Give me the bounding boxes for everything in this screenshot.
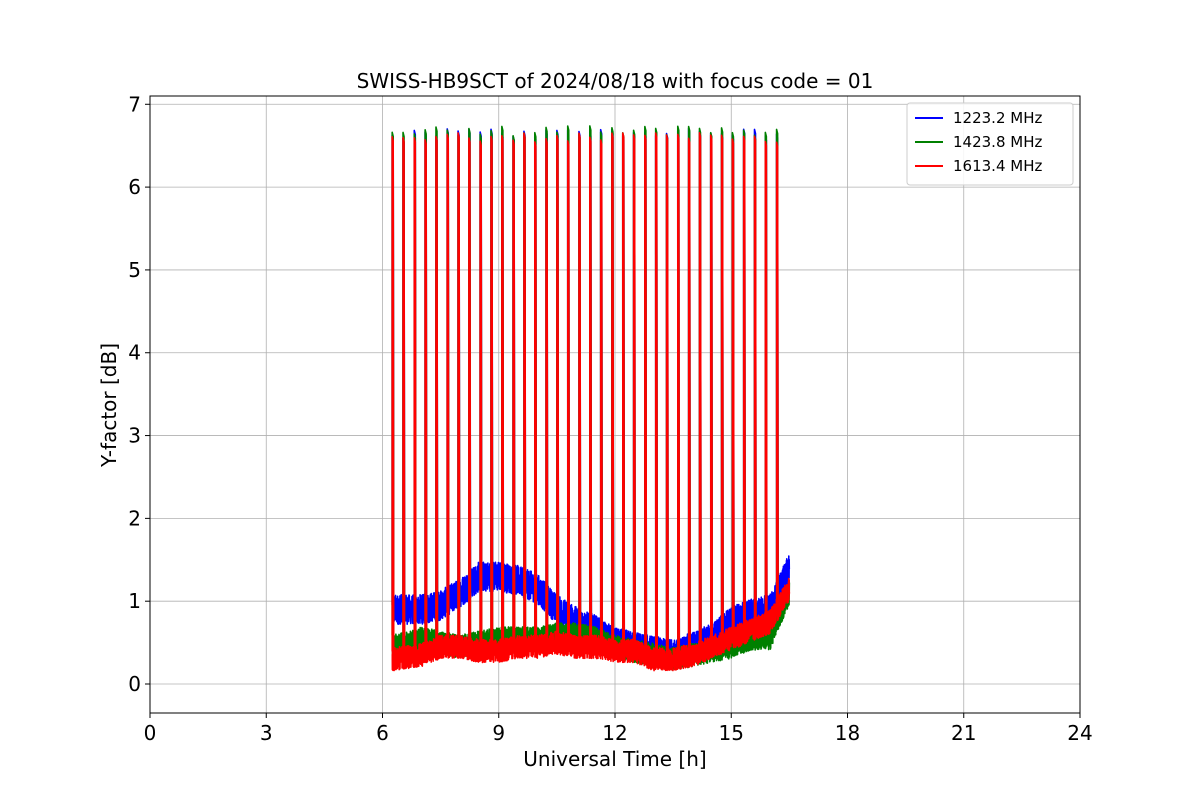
x-axis-label: Universal Time [h] xyxy=(523,747,706,771)
legend-entry: 1423.8 MHz xyxy=(953,133,1042,151)
legend-entry: 1613.4 MHz xyxy=(953,157,1042,175)
series-line xyxy=(391,132,791,672)
legend: 1223.2 MHz 1423.8 MHz 1613.4 MHz xyxy=(906,102,1074,186)
chart-title: SWISS-HB9SCT of 2024/08/18 with focus co… xyxy=(357,69,874,93)
x-tick-label: 18 xyxy=(835,721,860,745)
y-tick-label: 7 xyxy=(128,92,141,116)
y-tick-label: 6 xyxy=(128,175,141,199)
y-tick-label: 0 xyxy=(128,672,141,696)
y-axis-label: Y-factor [dB] xyxy=(97,343,121,468)
x-tick-label: 3 xyxy=(260,721,273,745)
x-tick-label: 9 xyxy=(492,721,505,745)
x-tick-label: 0 xyxy=(144,721,157,745)
y-tick-label: 5 xyxy=(128,258,141,282)
y-tick-label: 4 xyxy=(128,341,141,365)
x-tick-label: 12 xyxy=(602,721,627,745)
x-tick-label: 6 xyxy=(376,721,389,745)
series-group xyxy=(391,125,791,672)
y-tick-label: 3 xyxy=(128,424,141,448)
legend-entry: 1223.2 MHz xyxy=(953,109,1042,127)
legend-frame xyxy=(906,102,1074,186)
x-tick-label: 24 xyxy=(1067,721,1092,745)
x-tick-label: 15 xyxy=(719,721,744,745)
y-tick-label: 1 xyxy=(128,589,141,613)
x-tick-label: 21 xyxy=(951,721,976,745)
y-tick-label: 2 xyxy=(128,506,141,530)
